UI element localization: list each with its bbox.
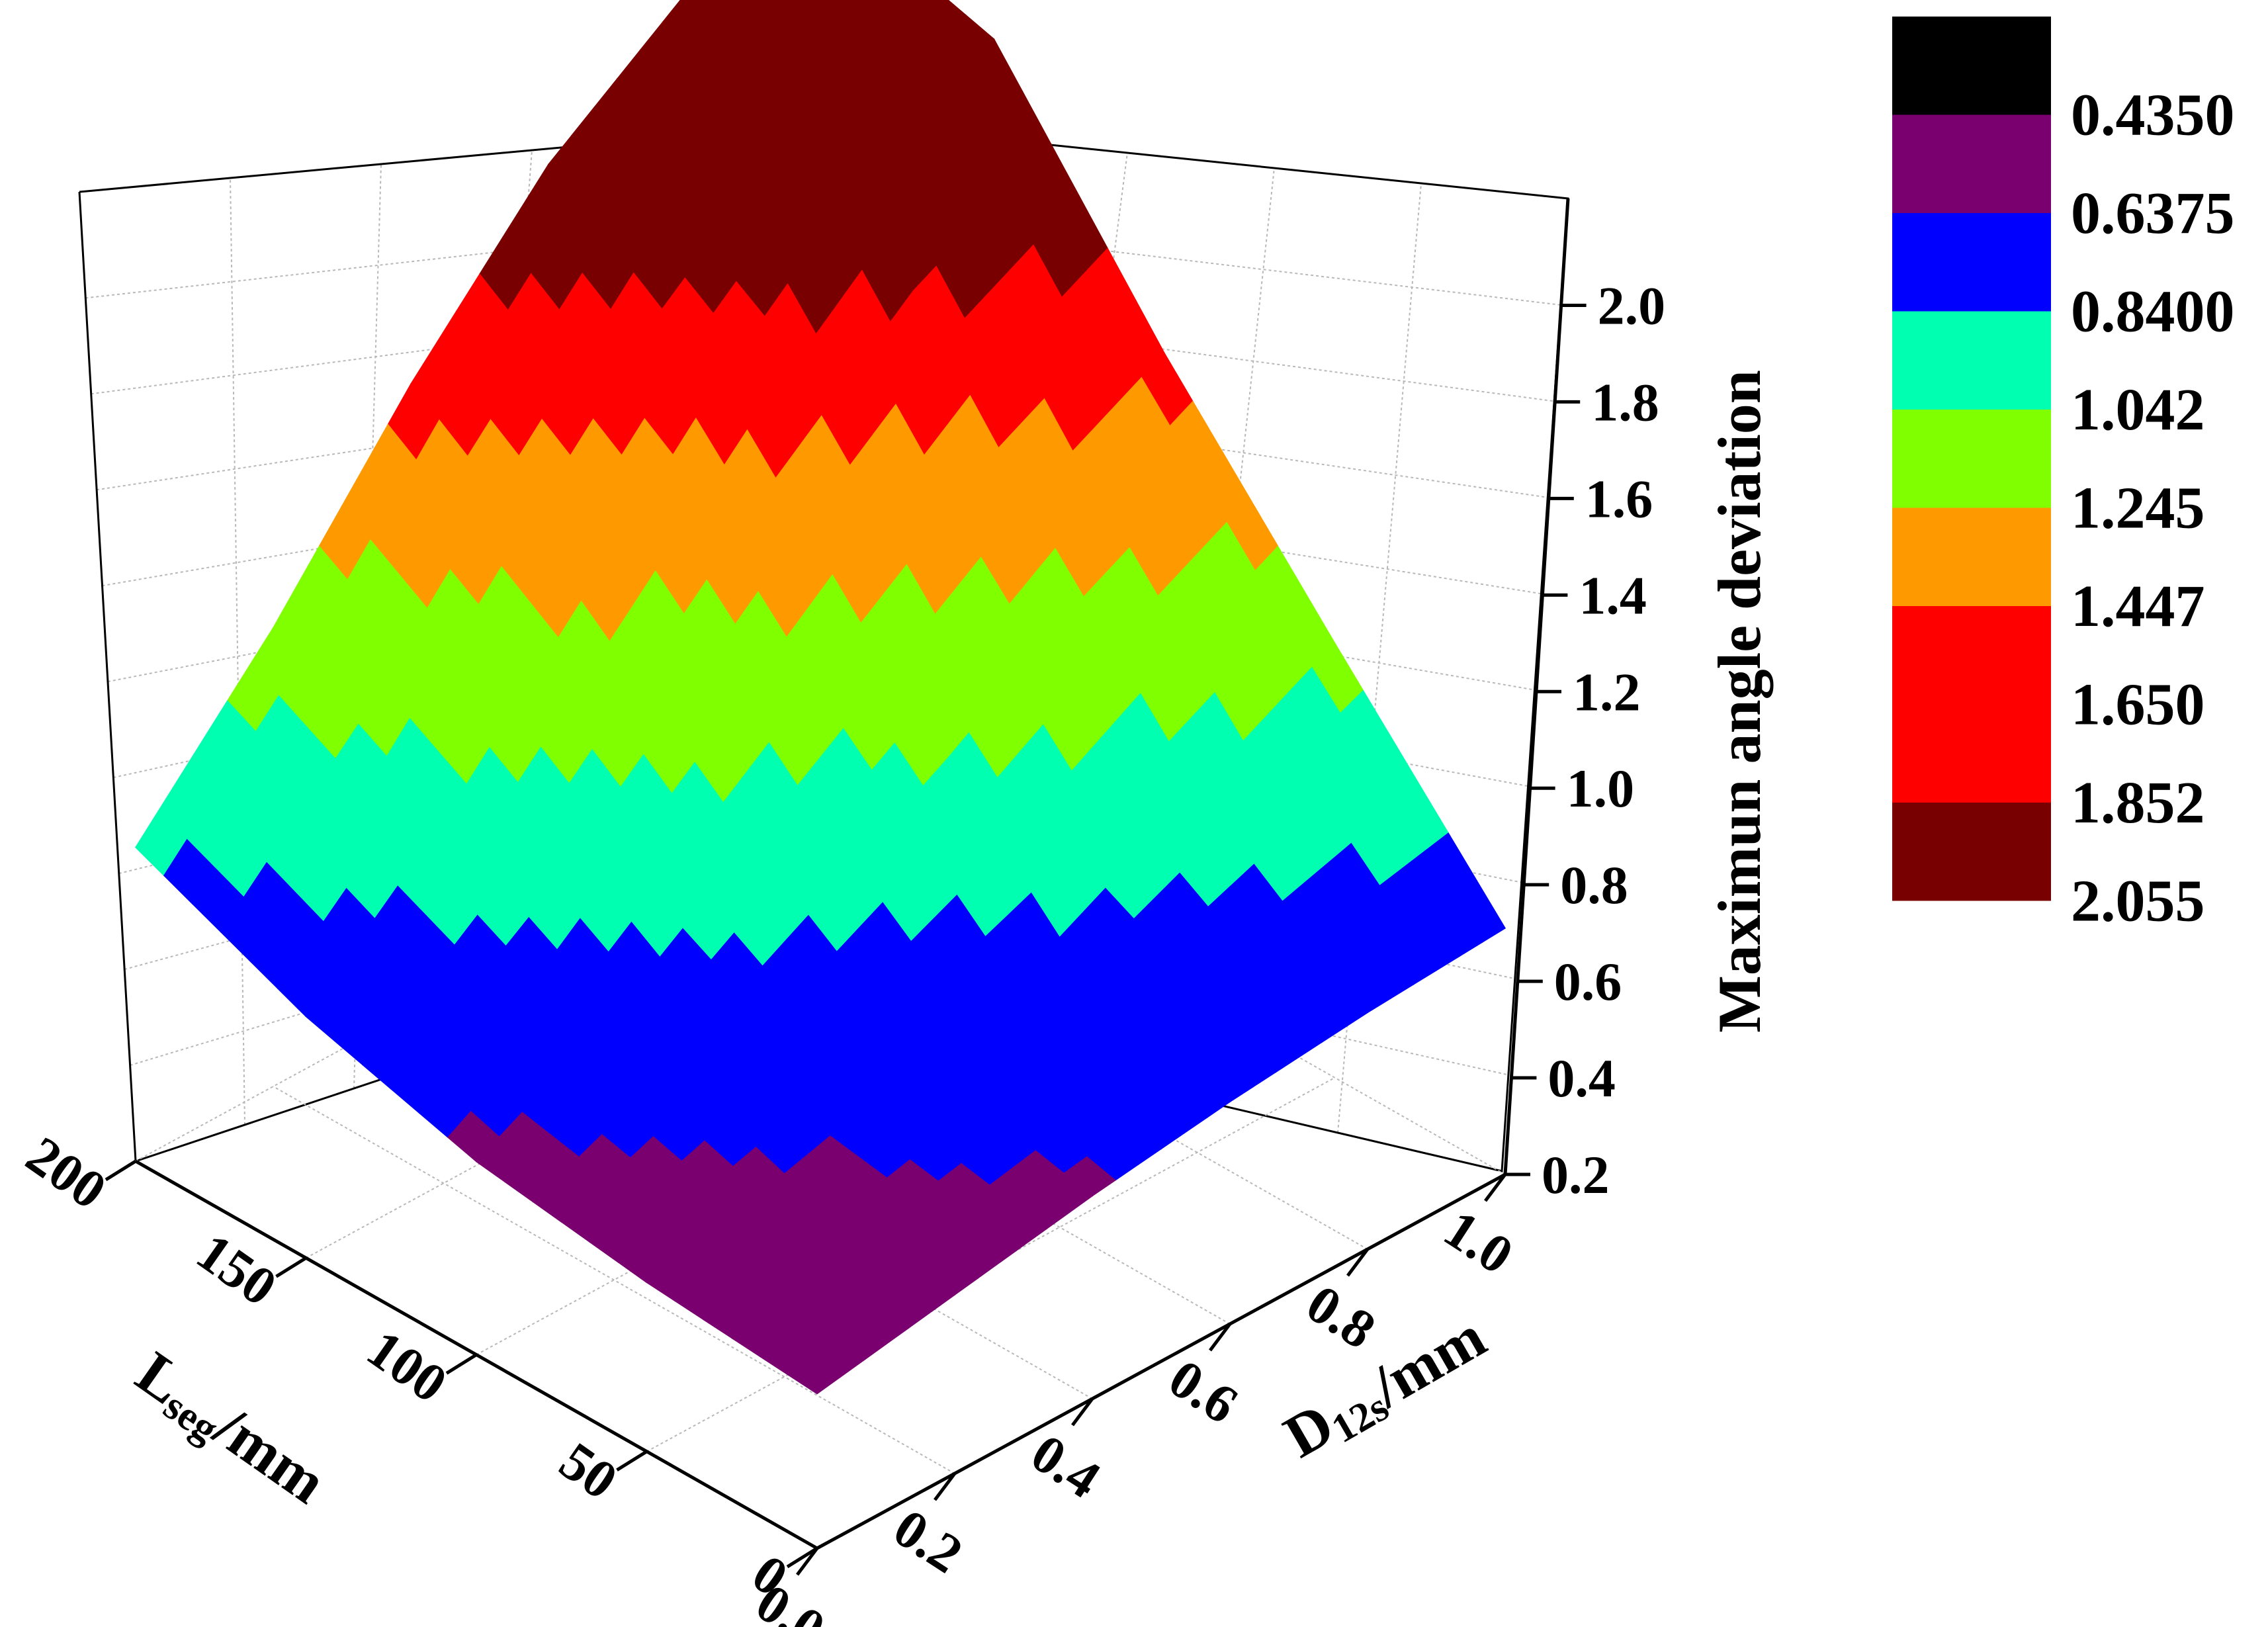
y-tick-label: 0.4	[1021, 1423, 1111, 1510]
left-wall-gridline	[230, 177, 245, 1125]
floor-gridline-y	[273, 1086, 955, 1474]
colorbar-swatch	[1892, 213, 2051, 312]
colorbar-swatch	[1892, 803, 2051, 901]
colorbar-label: 1.447	[2071, 574, 2205, 639]
colorbar-swatch	[1892, 507, 2051, 606]
x-tick-mark	[445, 1353, 478, 1375]
z-tick-label: 1.2	[1573, 662, 1641, 722]
z-tick-label: 0.2	[1542, 1145, 1610, 1205]
colorbar-swatch	[1892, 17, 2051, 115]
colorbar-swatch	[1892, 704, 2051, 803]
colorbar-swatch	[1892, 311, 2051, 410]
x-tick-label: 100	[357, 1318, 458, 1414]
colorbar-label: 1.852	[2071, 770, 2205, 836]
z-axis-ticks: 0.2 0.4 0.6 0.8 1.0 1.2 1.4 1.6 1.8 2.0	[1505, 275, 1665, 1205]
x-axis-title: Lseg/mm	[122, 1339, 338, 1520]
z-axis-line	[1503, 198, 1570, 1175]
surface-patch	[787, 1358, 841, 1395]
surface-patch	[854, 0, 873, 9]
surface-patch	[730, 0, 748, 9]
y-tick-mark	[934, 1472, 956, 1501]
y-tick-mark	[1484, 1173, 1506, 1202]
y-tick-label: 0.6	[1158, 1348, 1248, 1435]
x-tick-label: 150	[186, 1221, 287, 1317]
y-tick-mark	[1071, 1397, 1094, 1427]
colorbar-label: 1.650	[2071, 672, 2205, 738]
floor-gridline-x	[646, 1077, 1335, 1452]
colorbar-swatch	[1892, 410, 2051, 508]
z-tick-label: 0.6	[1554, 951, 1622, 1012]
x-tick-mark	[616, 1450, 648, 1472]
y-tick-mark	[796, 1547, 818, 1576]
colorbar-label: 2.055	[2071, 869, 2205, 934]
y-tick-mark	[1346, 1248, 1369, 1277]
surface-bands	[135, 0, 1506, 1395]
x-tick-mark	[105, 1159, 137, 1182]
z-tick-label: 2.0	[1598, 275, 1666, 335]
x-tick-label: 200	[16, 1125, 117, 1221]
y-tick-label: 1.0	[1434, 1198, 1524, 1286]
z-tick-label: 1.6	[1585, 468, 1653, 529]
x-tick-mark	[786, 1546, 818, 1569]
colorbar-label: 1.042	[2071, 377, 2205, 443]
colorbar-label: 1.245	[2071, 476, 2205, 541]
colorbar-swatch	[1892, 114, 2051, 213]
y-axis-line	[816, 1172, 1506, 1550]
y-tick-mark	[1209, 1323, 1231, 1352]
z-tick-label: 1.8	[1591, 372, 1659, 432]
colorbar: 0.4350 0.6375 0.8400 1.042 1.245 1.447 1.650 1.…	[1892, 17, 2235, 934]
surface-patch	[899, 0, 929, 14]
colorbar-label: 0.6375	[2071, 181, 2235, 246]
x-tick-mark	[275, 1256, 307, 1278]
z-tick-label: 1.4	[1579, 565, 1647, 625]
colorbar-label: 0.4350	[2071, 83, 2235, 148]
z-axis-title: Maximun angle deviation	[1706, 370, 1773, 1033]
z-tick-label: 0.8	[1560, 855, 1628, 915]
z-tick-label: 0.4	[1548, 1048, 1616, 1108]
y-tick-label: 0.2	[883, 1497, 973, 1585]
colorbar-label: 0.8400	[2071, 279, 2235, 345]
y-tick-label: 0.8	[1296, 1273, 1386, 1360]
z-tick-label: 1.0	[1567, 758, 1635, 818]
x-tick-label: 50	[549, 1430, 628, 1511]
colorbar-swatch	[1892, 606, 2051, 705]
